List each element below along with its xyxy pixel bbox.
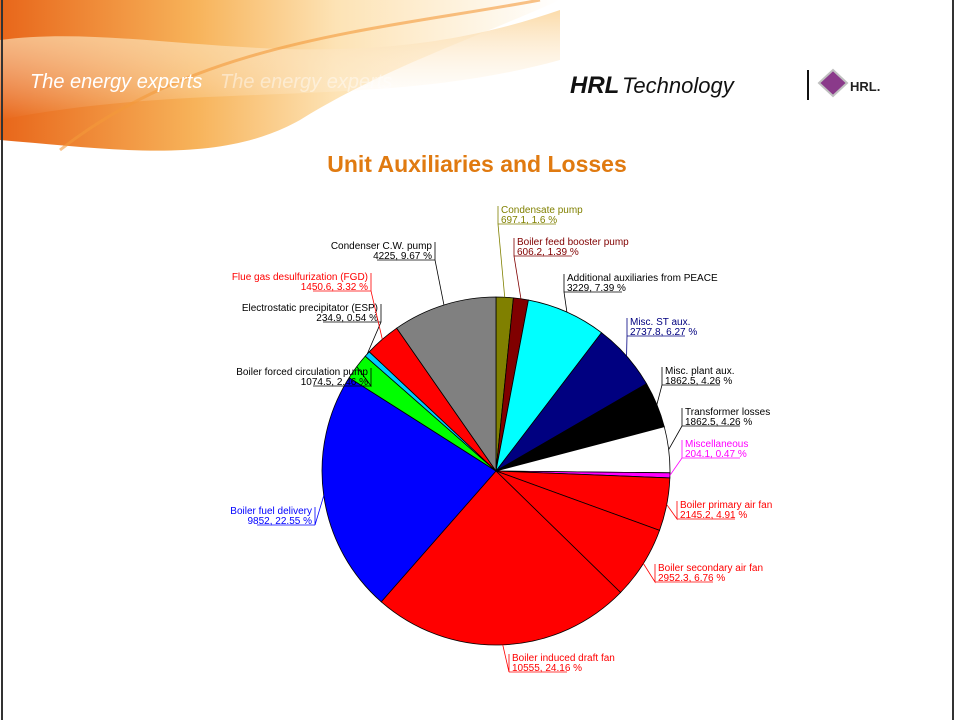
slice-value-label: 9852, 22.55 % [248, 516, 313, 527]
tagline: The energy experts [30, 71, 202, 93]
slice-value-label: 2145.2, 4.91 % [680, 510, 747, 521]
chart-title: Unit Auxiliaries and Losses [327, 151, 627, 177]
slice-value-label: 10555, 24.16 % [512, 663, 582, 674]
slide: The energy experts The energy experts HR… [0, 0, 955, 720]
tagline-echo: The energy experts [220, 71, 392, 93]
slice-value-label: 234.9, 0.54 % [316, 313, 378, 324]
slice-value-label: 1862.5, 4.26 % [665, 376, 732, 387]
slice-value-label: 2952.3, 6.76 % [658, 573, 725, 584]
slice-value-label: 1862.5, 4.26 % [685, 417, 752, 428]
slice-value-label: 204.1, 0.47 % [685, 449, 747, 460]
brand: HRL [570, 72, 619, 99]
logo-text: HRL. [850, 79, 880, 94]
slice-value-label: 4225, 9.67 % [373, 251, 432, 262]
slice-value-label: 1450.6, 3.32 % [301, 282, 368, 293]
slice-value-label: 3229, 7.39 % [567, 283, 626, 294]
slice-value-label: 606.2, 1.39 % [517, 247, 579, 258]
slice-value-label: 1074.5, 2.46 % [301, 377, 368, 388]
slice-value-label: 2737.8, 6.27 % [630, 327, 697, 338]
page: The energy experts The energy experts HR… [0, 0, 955, 720]
slice-value-label: 697.1, 1.6 % [501, 215, 557, 226]
brand-suffix: Technology [622, 73, 736, 98]
